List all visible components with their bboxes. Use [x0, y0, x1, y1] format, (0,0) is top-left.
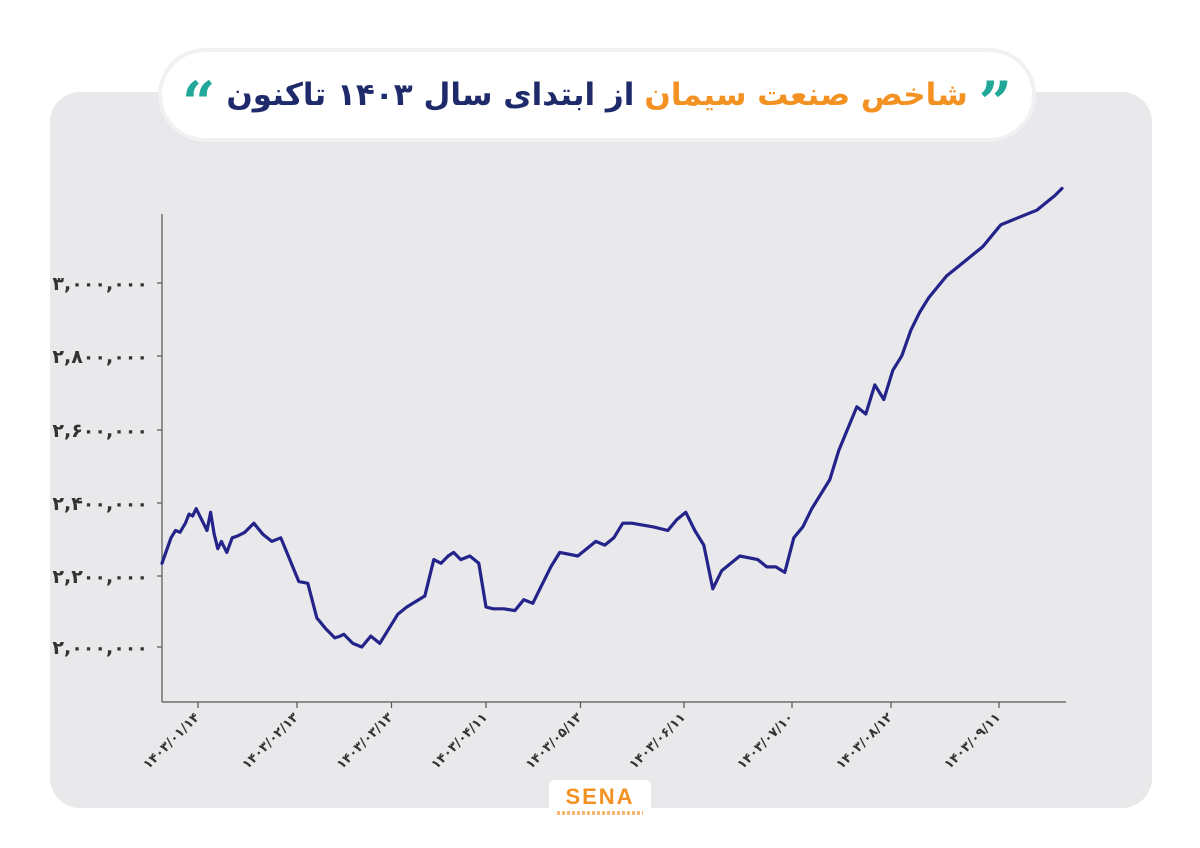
y-tick-label: ۲,۴۰۰,۰۰۰ [52, 493, 148, 515]
x-tick-label: ۱۴۰۳/۰۴/۱۱ [429, 710, 491, 772]
x-tick-label: ۱۴۰۳/۰۹/۱۱ [942, 710, 1004, 772]
chart-axes [161, 214, 1066, 703]
title-banner: “ شاخص صنعت سیمان از ابتدای سال ۱۴۰۳ تاک… [162, 52, 1032, 138]
page-title: شاخص صنعت سیمان از ابتدای سال ۱۴۰۳ تاکنو… [162, 52, 1032, 138]
chart-series [160, 186, 1064, 649]
quote-close-icon: ” [978, 69, 1012, 137]
x-tick-label: ۱۴۰۳/۰۲/۱۳ [240, 710, 302, 772]
y-tick-label: ۲,۸۰۰,۰۰۰ [52, 346, 148, 368]
x-tick-label: ۱۴۰۳/۰۸/۱۲ [834, 710, 896, 772]
chart-panel [50, 92, 1152, 808]
quote-open-icon: “ [182, 69, 216, 137]
y-tick-label: ۲,۲۰۰,۰۰۰ [52, 566, 148, 588]
sena-logo: SENA [549, 780, 651, 822]
logo-subtitle-decoration [557, 811, 643, 815]
title-highlight: شاخص صنعت سیمان [644, 77, 968, 113]
x-tick-label: ۱۴۰۳/۰۳/۱۳ [334, 710, 396, 772]
x-tick-label: ۱۴۰۳/۰۷/۱۰ [735, 710, 797, 772]
chart-ticks: ۲,۰۰۰,۰۰۰ ۲,۲۰۰,۰۰۰ ۲,۴۰۰,۰۰۰ ۲,۶۰۰,۰۰۰ ۲,۸۰… [52, 273, 1003, 772]
y-tick-label: ۲,۶۰۰,۰۰۰ [52, 420, 148, 442]
logo-text: SENA [565, 784, 635, 809]
x-tick-label: ۱۴۰۳/۰۱/۱۴ [141, 710, 203, 772]
title-rest: از ابتدای سال ۱۴۰۳ تاکنون [226, 77, 635, 113]
y-tick-label: ۲,۰۰۰,۰۰۰ [52, 637, 148, 659]
x-tick-label: ۱۴۰۳/۰۵/۱۳ [523, 710, 585, 772]
y-tick-label: ۳,۰۰۰,۰۰۰ [52, 273, 148, 295]
series-line [160, 186, 1064, 649]
x-tick-label: ۱۴۰۳/۰۶/۱۱ [627, 710, 689, 772]
